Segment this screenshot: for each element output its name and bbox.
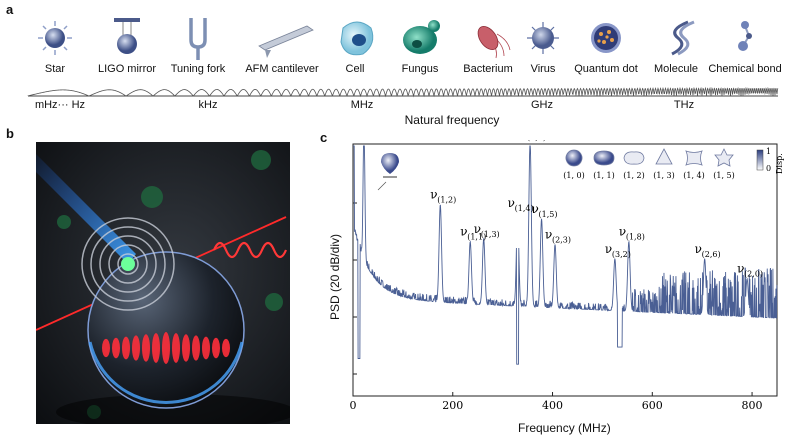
freq-tick-ghz: GHz (531, 99, 553, 111)
freq-tick-khz: kHz (198, 99, 218, 111)
x-tick-label-4: 800 (742, 399, 763, 412)
colorbar-label: Disp. (775, 153, 784, 174)
chemical-bond-icon (738, 21, 752, 51)
scale-label-molecule: Molecule (653, 63, 699, 75)
panel-label-a: a (6, 2, 14, 17)
cell-icon (340, 21, 374, 56)
scale-icons-row (0, 14, 790, 64)
mode-label-1: (1, 1) (593, 171, 615, 180)
quantum-dot-icon (591, 23, 621, 53)
bacterium-icon (477, 26, 511, 59)
peak-label-7: ν (545, 228, 552, 242)
peak-sub-7: (2,3) (552, 236, 571, 245)
panel-label-b: b (6, 126, 14, 141)
colorbar-max: 1 (766, 147, 771, 156)
peak-label-11: ν (737, 262, 744, 276)
microsphere-illustration (36, 142, 290, 424)
x-tick-label-3: 600 (642, 399, 663, 412)
x-tick-label-2: 400 (542, 399, 563, 412)
peak-sub-5: (1,0) (527, 140, 546, 142)
freq-axis-title: Natural frequency (404, 113, 500, 127)
peak-sub-3: (1,3) (481, 230, 500, 239)
peak-label-9: ν (619, 225, 626, 239)
psd-y-axis-title: PSD (20 dB/div) (328, 233, 342, 321)
scale-label-tuning-fork: Tuning fork (170, 63, 226, 75)
peak-sub-1: (1,2) (437, 196, 456, 205)
scale-label-bacterium: Bacterium (463, 63, 513, 75)
mode-label-2: (1, 2) (623, 171, 645, 180)
scale-label-quantum-dot: Quantum dot (574, 63, 638, 75)
scale-label-fungus: Fungus (401, 63, 439, 75)
peak-label-10: ν (695, 242, 702, 256)
mode-shape-4 (685, 150, 703, 166)
tuning-fork-icon (189, 18, 207, 60)
mode-shape-3 (655, 148, 673, 165)
scale-icons-svg (38, 18, 752, 60)
freq-tick-mhz: MHz (350, 99, 374, 111)
peak-sub-8: (3,2) (612, 250, 631, 259)
peak-sub-9: (1,8) (626, 233, 645, 242)
mode-shape-5 (714, 148, 734, 167)
colorbar-min: 0 (766, 164, 771, 173)
freq-tick-thz: THz (673, 99, 695, 111)
x-tick-label-1: 200 (442, 399, 463, 412)
mode-shape-1 (593, 150, 615, 166)
mode-label-4: (1, 4) (683, 171, 705, 180)
star-icon (38, 21, 72, 55)
scale-label-virus: Virus (530, 63, 556, 75)
peak-label-8: ν (605, 242, 612, 256)
frequency-chirp-wave (27, 86, 779, 98)
peak-sub-11: (2,0) (744, 270, 763, 279)
peak-sub-6: (1,5) (539, 210, 558, 219)
peak-sub-2: (1,1) (467, 233, 486, 242)
peak-label-3: ν (474, 222, 481, 236)
scale-label-chemical-bond: Chemical bond (708, 63, 782, 75)
psd-x-axis-title: Frequency (MHz) (518, 421, 611, 435)
mode-shape-inset-icon (377, 153, 399, 191)
mode-shape-2 (623, 151, 645, 165)
peak-label-1: ν (430, 188, 437, 202)
afm-cantilever-icon (258, 25, 314, 58)
mode-label-5: (1, 5) (713, 171, 735, 180)
virus-icon (527, 22, 559, 54)
scale-label-ligo-mirror: LIGO mirror (97, 63, 157, 75)
peak-label-4: ν (508, 196, 515, 210)
x-tick-label-0: 0 (350, 399, 357, 412)
ligo-mirror-icon (114, 18, 140, 54)
panel-label-c: c (320, 130, 328, 145)
mode-label-0: (1, 0) (563, 171, 585, 180)
scale-label-star: Star (44, 63, 66, 75)
fungus-icon (403, 20, 440, 54)
freq-tick-mhz-hz: mHz··· Hz (34, 99, 86, 111)
peak-sub-4: (1,4) (515, 204, 534, 213)
psd-plot-frame (352, 143, 778, 397)
molecule-icon (671, 20, 695, 56)
mode-shape-0 (565, 149, 583, 167)
psd-series-line (353, 145, 778, 365)
peak-label-2: ν (460, 225, 467, 239)
peak-label-6: ν (532, 202, 539, 216)
mode-label-3: (1, 3) (653, 171, 675, 180)
displacement-colorbar (756, 149, 764, 171)
scale-label-afm-cantilever: AFM cantilever (245, 63, 319, 75)
peak-sub-10: (2,6) (702, 250, 721, 259)
scale-label-cell: Cell (345, 63, 365, 75)
